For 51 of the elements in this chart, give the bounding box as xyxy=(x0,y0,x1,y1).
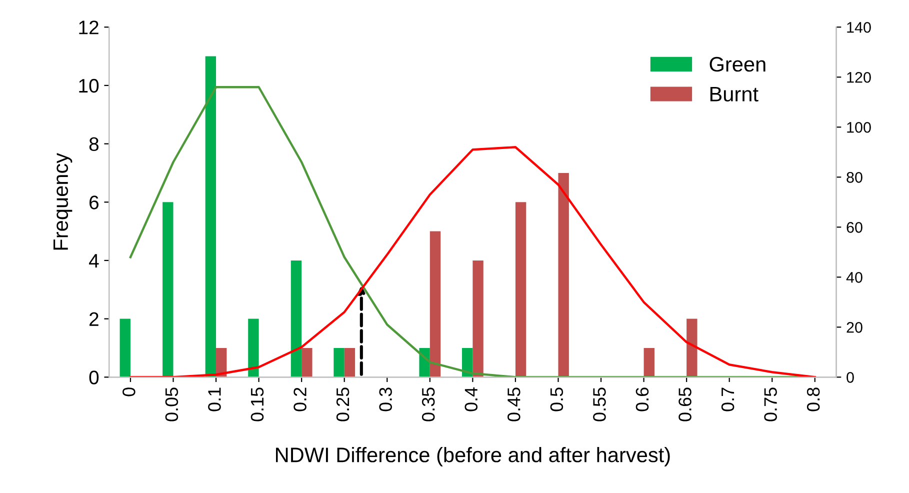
x-tick-label: 0.45 xyxy=(508,388,520,422)
x-tick-label: 0.7 xyxy=(721,388,734,412)
x-tick-label: 0.75 xyxy=(764,388,777,422)
y2-tick-label: 20 xyxy=(846,322,862,333)
x-tick-label: 0.6 xyxy=(636,388,649,412)
y-tick-label: 8 xyxy=(89,137,99,152)
x-tick-label: 0.1 xyxy=(208,388,221,412)
x-tick-label: 0.55 xyxy=(593,388,606,422)
bar xyxy=(558,172,569,378)
y-tick-label: 6 xyxy=(90,196,99,210)
x-axis-title: NDWI Difference (before and after harvest) xyxy=(276,447,670,466)
bar xyxy=(472,260,484,378)
y2-tick-label: 120 xyxy=(847,72,871,83)
y-tick-label: 2 xyxy=(90,312,98,326)
x-tick-label: 0.2 xyxy=(294,388,306,412)
bar xyxy=(334,348,344,378)
y-axis-title: Frequency xyxy=(54,152,72,250)
y2-tick-label: 80 xyxy=(846,172,862,183)
x-tick-label: 0.15 xyxy=(250,388,264,422)
y-tick-label: 0 xyxy=(89,370,99,384)
x-tick-label: 0.35 xyxy=(422,388,435,422)
bar xyxy=(344,348,356,378)
y2-tick-label: 0 xyxy=(846,372,854,383)
y2-tick-label: 100 xyxy=(847,122,871,133)
x-tick-label: 0.8 xyxy=(806,388,820,412)
bar xyxy=(644,348,654,378)
x-tick-label: 0.4 xyxy=(464,387,478,412)
line-series xyxy=(129,146,816,378)
bar xyxy=(302,348,312,378)
x-tick-label: 0.3 xyxy=(379,388,392,412)
x-tick-label: 0.65 xyxy=(678,388,692,422)
x-tick-label: 0 xyxy=(122,388,136,396)
y-tick-label: 12 xyxy=(79,20,98,34)
y-tick-label: 4 xyxy=(88,254,99,268)
y-tick-label: 10 xyxy=(79,78,99,93)
x-tick-label: 0.05 xyxy=(165,388,178,422)
y2-tick-label: 140 xyxy=(847,22,871,33)
bar xyxy=(290,260,302,378)
y2-tick-label: 60 xyxy=(846,222,862,233)
x-tick-label: 0.5 xyxy=(550,388,564,412)
bar xyxy=(120,318,130,378)
bar xyxy=(686,318,698,378)
bar xyxy=(205,56,216,378)
bar xyxy=(515,202,526,378)
y2-tick-label: 40 xyxy=(846,272,862,283)
x-tick-label: 0.25 xyxy=(336,388,350,422)
legend-label: Green xyxy=(710,56,766,72)
legend-label: Burnt xyxy=(710,86,758,102)
bar xyxy=(162,202,174,378)
bar xyxy=(430,231,441,378)
bar xyxy=(248,318,259,378)
